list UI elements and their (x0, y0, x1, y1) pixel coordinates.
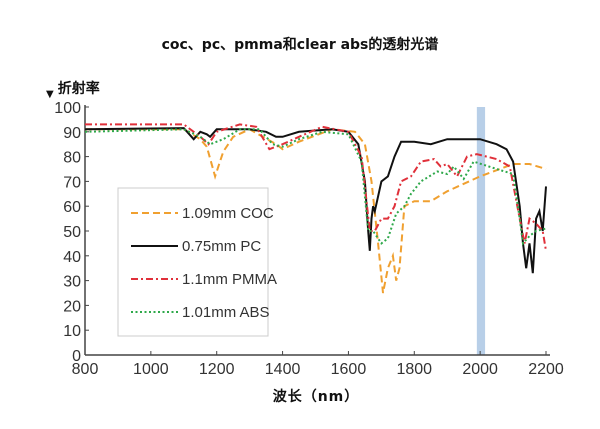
legend-label: 1.1mm PMMA (182, 271, 277, 288)
legend-label: 1.09mm COC (182, 205, 274, 222)
y-tick-label: 10 (63, 323, 81, 340)
x-tick-label: 1800 (396, 361, 432, 378)
y-tick-label: 50 (63, 224, 81, 241)
x-tick-label: 1200 (199, 361, 235, 378)
y-tick-label: 30 (63, 274, 81, 291)
x-tick-label: 1600 (331, 361, 367, 378)
series-line-1-1mm-pmma (85, 123, 547, 251)
y-axis-label-text: 折射率 (57, 81, 100, 97)
y-tick-label: 0 (72, 348, 81, 365)
x-tick-label: 2000 (462, 361, 498, 378)
y-tick-label: 60 (63, 199, 81, 216)
x-axis-label: 波长（nm） (272, 389, 360, 405)
down-triangle-icon: ▼ (46, 89, 54, 100)
y-tick-label: 20 (63, 298, 81, 315)
x-tick-label: 800 (72, 361, 99, 378)
legend-label: 0.75mm PC (182, 238, 261, 255)
legend-label: 1.01mm ABS (182, 304, 270, 321)
y-tick-label: 100 (54, 100, 81, 117)
y-axis-label: ▼ 折射率 (46, 78, 100, 100)
y-tick-label: 70 (63, 174, 81, 191)
x-tick-label: 2200 (528, 361, 564, 378)
x-tick-label: 1400 (265, 361, 301, 378)
x-tick-label: 1000 (133, 361, 169, 378)
chart-title: coc、pc、pmma和clear abs的透射光谱 (161, 37, 439, 53)
highlight-band (476, 107, 486, 355)
y-tick-label: 40 (63, 249, 81, 266)
y-tick-label: 90 (63, 125, 81, 142)
y-tick-label: 80 (63, 150, 81, 167)
